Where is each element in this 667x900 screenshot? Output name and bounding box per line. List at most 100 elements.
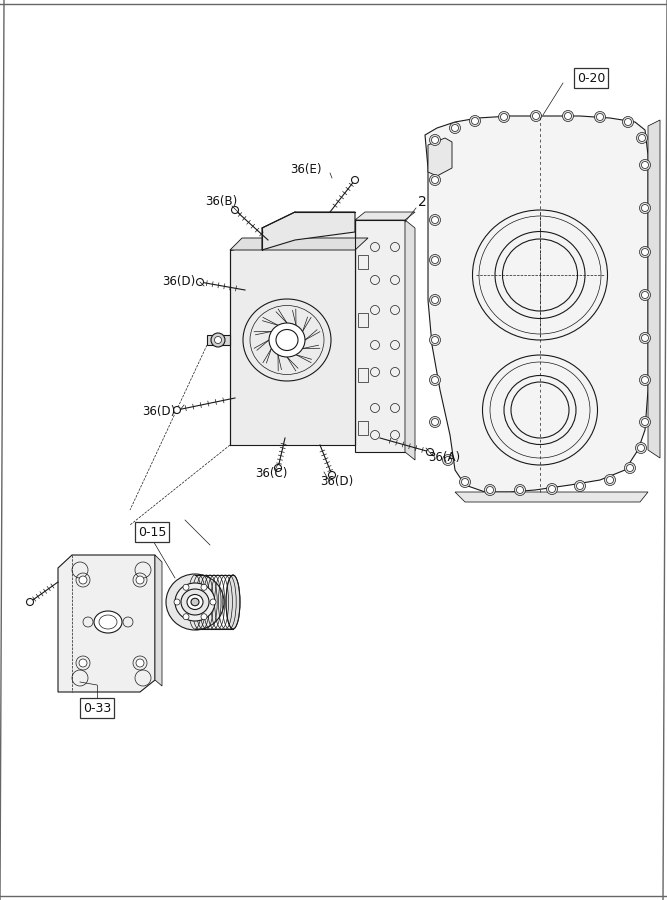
Circle shape: [430, 374, 440, 385]
Circle shape: [546, 483, 558, 494]
Circle shape: [606, 476, 614, 483]
Ellipse shape: [276, 329, 298, 350]
Circle shape: [79, 576, 87, 584]
Circle shape: [215, 337, 221, 344]
Circle shape: [642, 376, 648, 383]
Circle shape: [642, 248, 648, 256]
Circle shape: [472, 118, 478, 124]
Text: 36(D): 36(D): [320, 475, 354, 489]
Circle shape: [596, 113, 604, 121]
Text: 36(E): 36(E): [290, 164, 321, 176]
Circle shape: [183, 584, 189, 590]
Circle shape: [197, 278, 203, 285]
Circle shape: [432, 296, 438, 303]
Circle shape: [636, 132, 648, 143]
Text: 36(B): 36(B): [205, 195, 237, 209]
Polygon shape: [207, 335, 230, 345]
Circle shape: [432, 137, 438, 143]
Circle shape: [516, 487, 524, 493]
Circle shape: [640, 290, 650, 301]
Circle shape: [430, 294, 440, 305]
Circle shape: [442, 454, 454, 465]
Circle shape: [624, 463, 636, 473]
Polygon shape: [262, 212, 355, 250]
Circle shape: [460, 476, 470, 488]
Circle shape: [638, 134, 646, 141]
Circle shape: [548, 485, 556, 492]
Circle shape: [514, 484, 526, 496]
Bar: [358, 421, 368, 435]
Circle shape: [444, 456, 452, 464]
Circle shape: [432, 418, 438, 426]
Text: 36(A): 36(A): [428, 452, 460, 464]
Ellipse shape: [243, 299, 331, 381]
Ellipse shape: [472, 210, 608, 340]
Circle shape: [484, 484, 496, 496]
Circle shape: [594, 112, 606, 122]
Circle shape: [642, 335, 648, 341]
Circle shape: [486, 487, 494, 493]
Circle shape: [470, 115, 480, 127]
Circle shape: [432, 176, 438, 184]
Circle shape: [430, 214, 440, 226]
Circle shape: [329, 472, 336, 479]
Circle shape: [640, 417, 650, 428]
Circle shape: [532, 112, 540, 120]
Circle shape: [574, 481, 586, 491]
Circle shape: [638, 445, 644, 452]
Circle shape: [183, 614, 189, 620]
Circle shape: [201, 584, 207, 590]
Circle shape: [27, 598, 33, 606]
Polygon shape: [355, 220, 405, 452]
Circle shape: [426, 448, 434, 455]
Circle shape: [640, 159, 650, 170]
Ellipse shape: [181, 589, 209, 615]
Circle shape: [432, 217, 438, 223]
Circle shape: [642, 418, 648, 426]
Polygon shape: [425, 116, 648, 492]
Circle shape: [640, 332, 650, 344]
Ellipse shape: [226, 575, 240, 629]
Circle shape: [498, 112, 510, 122]
Bar: [358, 368, 368, 382]
Polygon shape: [405, 220, 415, 460]
Text: 2: 2: [418, 195, 427, 209]
Circle shape: [210, 599, 216, 605]
Circle shape: [604, 474, 616, 485]
Circle shape: [430, 255, 440, 266]
Circle shape: [432, 337, 438, 344]
Circle shape: [640, 247, 650, 257]
Circle shape: [642, 161, 648, 168]
Text: 0-15: 0-15: [138, 526, 166, 538]
Circle shape: [136, 576, 144, 584]
Bar: [358, 313, 368, 327]
Circle shape: [622, 116, 634, 128]
Circle shape: [500, 113, 508, 121]
Circle shape: [430, 417, 440, 428]
Circle shape: [636, 443, 646, 454]
Polygon shape: [230, 238, 368, 250]
Circle shape: [231, 206, 239, 213]
Circle shape: [452, 124, 458, 131]
Circle shape: [352, 176, 358, 184]
Circle shape: [430, 175, 440, 185]
Circle shape: [576, 482, 584, 490]
Circle shape: [430, 134, 440, 146]
Polygon shape: [230, 220, 355, 445]
Circle shape: [562, 111, 574, 122]
Polygon shape: [155, 555, 162, 686]
Text: 36(C): 36(C): [255, 467, 287, 481]
Circle shape: [211, 333, 225, 347]
Circle shape: [136, 659, 144, 667]
Circle shape: [626, 464, 634, 472]
Ellipse shape: [482, 355, 598, 465]
Bar: [358, 255, 368, 269]
Circle shape: [640, 202, 650, 213]
Text: 36(D): 36(D): [142, 406, 175, 419]
Circle shape: [642, 292, 648, 299]
Text: 0-33: 0-33: [83, 701, 111, 715]
Circle shape: [624, 119, 632, 125]
Polygon shape: [455, 492, 648, 502]
Polygon shape: [355, 212, 415, 220]
Polygon shape: [58, 555, 155, 692]
